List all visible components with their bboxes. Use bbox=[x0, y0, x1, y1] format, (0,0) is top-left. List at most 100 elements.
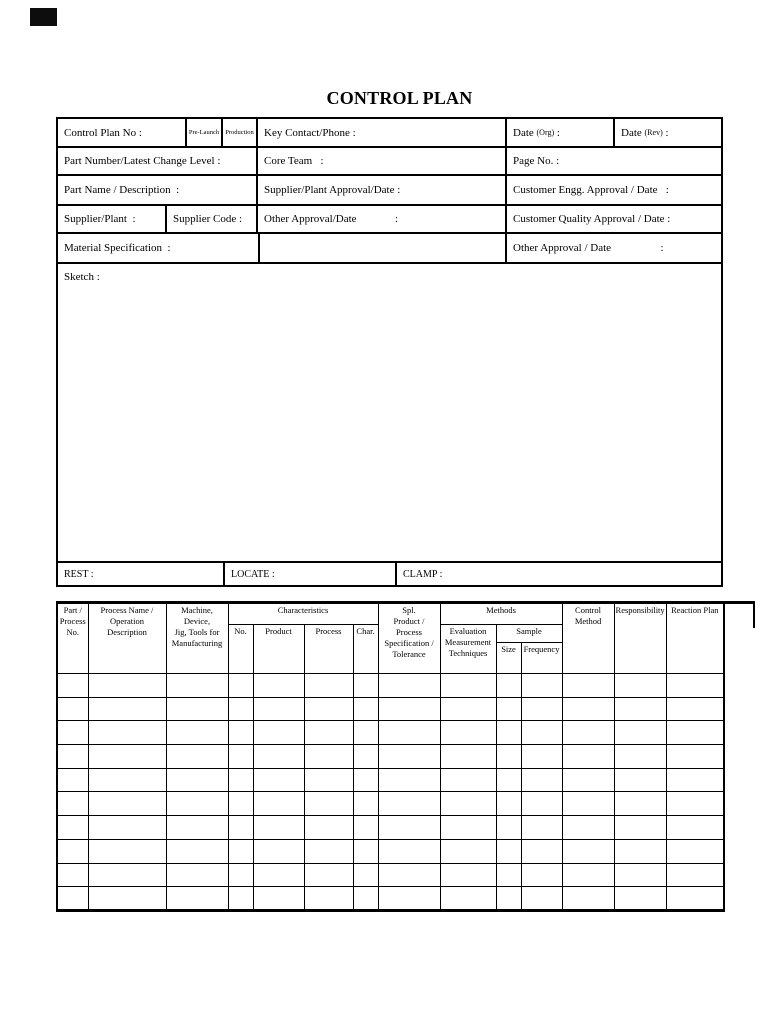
table-row bbox=[56, 886, 725, 911]
table-row bbox=[56, 791, 725, 817]
column-header-product: Product bbox=[252, 624, 305, 674]
column-header-machine-device: Machine, Device, Jig, Tools for Manufact… bbox=[165, 602, 229, 674]
field-label: Part Name / Description : bbox=[64, 184, 180, 196]
table-cell bbox=[613, 696, 667, 722]
column-header-size: Size bbox=[495, 642, 522, 674]
table-cell bbox=[561, 696, 615, 722]
table-cell bbox=[227, 720, 254, 746]
table-cell bbox=[303, 862, 354, 888]
table-cell bbox=[87, 838, 167, 864]
table-cell bbox=[377, 791, 441, 817]
field-label: Material Specification : bbox=[64, 242, 171, 254]
table-cell bbox=[252, 862, 305, 888]
table-cell bbox=[227, 791, 254, 817]
table-row bbox=[56, 720, 725, 746]
table-cell bbox=[165, 696, 229, 722]
table-cell bbox=[227, 886, 254, 911]
table-cell bbox=[165, 862, 229, 888]
field-clamp: CLAMP : bbox=[397, 563, 721, 585]
table-cell bbox=[352, 791, 379, 817]
field-label: Production bbox=[225, 129, 254, 136]
table-cell bbox=[56, 791, 89, 817]
table-cell bbox=[352, 767, 379, 793]
table-cell bbox=[561, 744, 615, 769]
table-cell bbox=[227, 862, 254, 888]
field-label: Customer Engg. Approval / Date : bbox=[513, 184, 669, 196]
field-supplier-code: Supplier Code : bbox=[167, 206, 258, 232]
table-cell bbox=[352, 838, 379, 864]
table-cell bbox=[613, 767, 667, 793]
field-label: Core Team : bbox=[264, 155, 324, 167]
field-control-plan-no: Control Plan No : bbox=[58, 119, 187, 146]
table-cell bbox=[87, 696, 167, 722]
field-page-no: Page No. : bbox=[507, 148, 721, 174]
form-row-5: Material Specification : Other Approval … bbox=[58, 234, 721, 264]
table-cell bbox=[352, 696, 379, 722]
table-cell bbox=[352, 886, 379, 911]
table-cell bbox=[227, 696, 254, 722]
table-cell bbox=[252, 696, 305, 722]
table-cell bbox=[87, 791, 167, 817]
table-cell bbox=[56, 838, 89, 864]
table-cell bbox=[252, 744, 305, 769]
table-cell bbox=[439, 744, 497, 769]
column-header-no: No. bbox=[227, 624, 254, 674]
table-cell bbox=[252, 815, 305, 840]
table-cell bbox=[561, 886, 615, 911]
scan-artifact-tick bbox=[753, 601, 755, 628]
field-key-contact-phone: Key Contact/Phone : bbox=[258, 119, 507, 146]
table-cell bbox=[227, 815, 254, 840]
table-cell bbox=[665, 767, 725, 793]
table-cell bbox=[495, 791, 522, 817]
table-cell bbox=[165, 886, 229, 911]
table-cell bbox=[303, 744, 354, 769]
table-cell bbox=[665, 673, 725, 698]
sketch-label: Sketch : bbox=[64, 271, 100, 283]
table-cell bbox=[87, 862, 167, 888]
field-other-approval-date: Other Approval/Date : bbox=[258, 206, 507, 232]
table-cell bbox=[439, 815, 497, 840]
table-cell bbox=[303, 720, 354, 746]
field-label-small: (Org) bbox=[536, 128, 555, 137]
field-empty bbox=[260, 234, 507, 262]
table-cell bbox=[613, 744, 667, 769]
table-cell bbox=[165, 838, 229, 864]
table-cell bbox=[520, 862, 563, 888]
table-cell bbox=[439, 720, 497, 746]
form-row-4: Supplier/Plant : Supplier Code : Other A… bbox=[58, 206, 721, 234]
field-customer-quality-approval: Customer Quality Approval / Date : bbox=[507, 206, 721, 232]
field-label: Key Contact/Phone : bbox=[264, 126, 356, 139]
table-cell bbox=[377, 744, 441, 769]
field-label: REST : bbox=[64, 568, 94, 580]
table-row bbox=[56, 744, 725, 769]
table-cell bbox=[56, 767, 89, 793]
table-cell bbox=[613, 673, 667, 698]
control-plan-table-body bbox=[56, 673, 725, 911]
column-header-control-method: Control Method bbox=[561, 602, 615, 674]
table-cell bbox=[439, 673, 497, 698]
table-cell bbox=[520, 744, 563, 769]
field-date-org: Date (Org) : bbox=[507, 119, 615, 146]
table-cell bbox=[352, 862, 379, 888]
table-cell bbox=[495, 744, 522, 769]
table-cell bbox=[303, 696, 354, 722]
table-cell bbox=[56, 673, 89, 698]
table-cell bbox=[87, 720, 167, 746]
table-cell bbox=[439, 791, 497, 817]
column-header-char: Char. bbox=[352, 624, 379, 674]
column-header-part-process-no: Part / Process No. bbox=[56, 602, 89, 674]
scan-artifact-mark bbox=[30, 8, 57, 26]
table-cell bbox=[227, 744, 254, 769]
table-cell bbox=[561, 838, 615, 864]
field-label: Supplier/Plant : bbox=[64, 213, 136, 225]
table-cell bbox=[561, 815, 615, 840]
field-label: : bbox=[554, 126, 560, 139]
table-cell bbox=[87, 886, 167, 911]
table-cell bbox=[561, 673, 615, 698]
field-material-specification: Material Specification : bbox=[58, 234, 260, 262]
header-form: Control Plan No : Pre-Launch Production … bbox=[56, 117, 723, 587]
table-cell bbox=[520, 791, 563, 817]
table-cell bbox=[56, 744, 89, 769]
field-label: Other Approval/Date : bbox=[264, 213, 399, 225]
field-label: CLAMP : bbox=[403, 568, 443, 580]
